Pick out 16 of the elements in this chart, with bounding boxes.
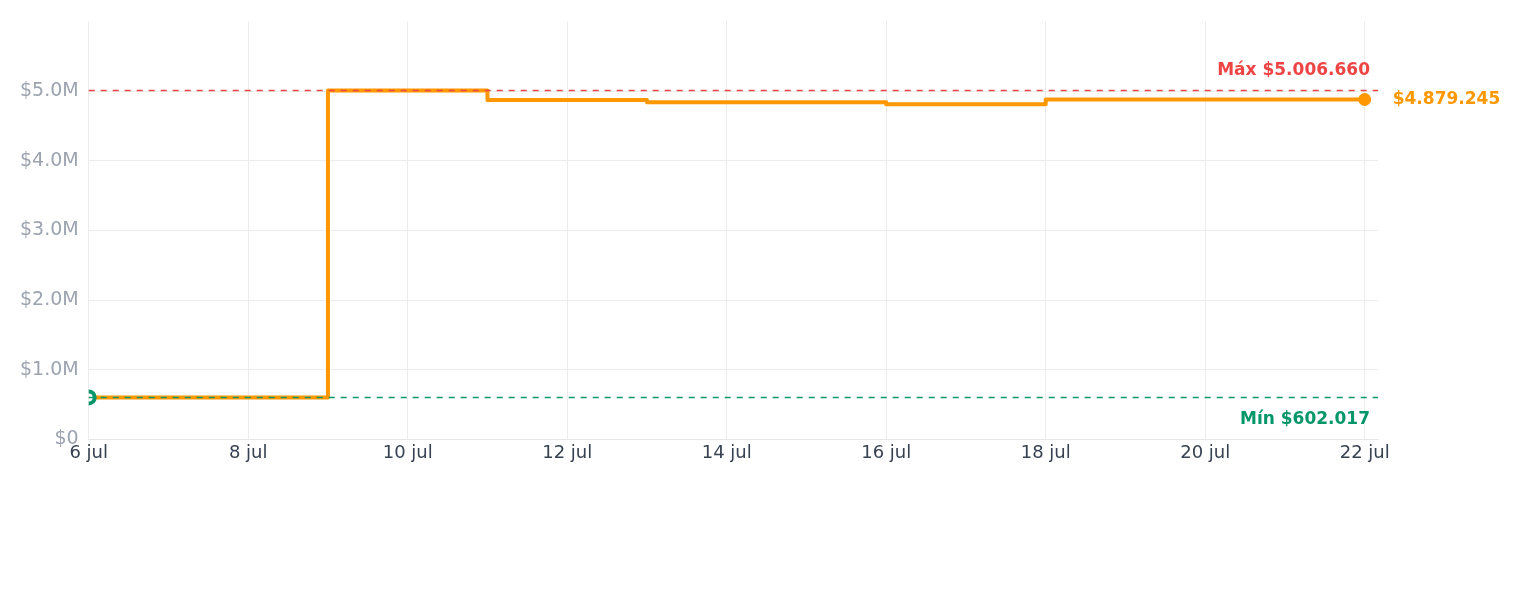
x-tick-label: 10 jul <box>382 440 433 462</box>
x-tick-label: 16 jul <box>861 440 912 462</box>
y-tick-label: $5.0M <box>19 78 79 100</box>
annotation: $4.879.245 <box>1392 87 1501 108</box>
ref-line-label: Máx $5.006.660 <box>1217 58 1371 79</box>
x-tick-label: 14 jul <box>701 440 752 462</box>
y-tick-label: $1.0M <box>19 356 79 379</box>
y-tick-label: $3.0M <box>19 217 79 240</box>
x-tick-label: 8 jul <box>228 440 268 462</box>
x-tick-label: 18 jul <box>1020 440 1071 462</box>
x-tick-label: 12 jul <box>542 440 593 462</box>
x-tick-label: 20 jul <box>1180 440 1231 462</box>
y-tick-label: $2.0M <box>19 287 79 309</box>
y-tick-label: $4.0M <box>19 147 79 170</box>
ref-line-label: Mín $602.017 <box>1239 408 1370 429</box>
x-tick-label: 22 jul <box>1339 440 1390 462</box>
